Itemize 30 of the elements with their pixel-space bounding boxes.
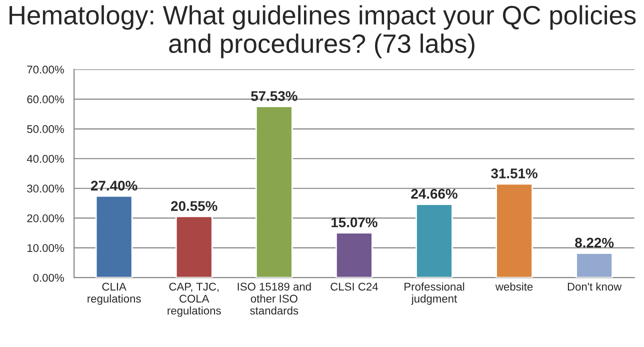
chart-title: Hematology: What guidelines impact your QC policies and procedures? (73 labs) xyxy=(10,5,636,58)
data-label: 24.66% xyxy=(411,188,458,199)
y-tick-label: 40.00% xyxy=(26,154,64,163)
y-tick-label: 30.00% xyxy=(27,184,64,193)
x-tick-label: CLSI C24 xyxy=(330,282,378,291)
x-tick-label: CAP, TJC, COLA regulations xyxy=(168,282,221,317)
data-label: 8.22% xyxy=(575,238,614,248)
bar xyxy=(335,232,373,278)
bar xyxy=(175,216,213,278)
x-tick-label: ISO 15189 and other ISO standards xyxy=(238,282,311,315)
x-tick-label: Professional judgment xyxy=(404,282,464,305)
data-label: 20.55% xyxy=(171,201,218,211)
y-tick-label: 0.00% xyxy=(33,274,64,282)
y-tick-label: 20.00% xyxy=(27,214,64,222)
y-tick-label: 10.00% xyxy=(28,244,64,252)
x-tick-label: Don't know xyxy=(568,282,622,291)
bar xyxy=(416,204,453,278)
data-label: 27.40% xyxy=(91,180,138,191)
x-tick-label: CLIA regulations xyxy=(88,282,141,305)
x-tick-label: website xyxy=(495,282,533,291)
data-label: 15.07% xyxy=(332,217,378,228)
data-label: 31.51% xyxy=(491,168,538,178)
bar xyxy=(576,252,614,278)
y-tick-label: 50.00% xyxy=(27,125,64,134)
y-tick-label: 70.00% xyxy=(27,66,64,74)
data-label: 57.53% xyxy=(251,91,298,101)
y-tick-label: 60.00% xyxy=(27,95,64,104)
bar xyxy=(496,183,533,278)
bar xyxy=(255,106,293,278)
bar xyxy=(95,195,133,278)
